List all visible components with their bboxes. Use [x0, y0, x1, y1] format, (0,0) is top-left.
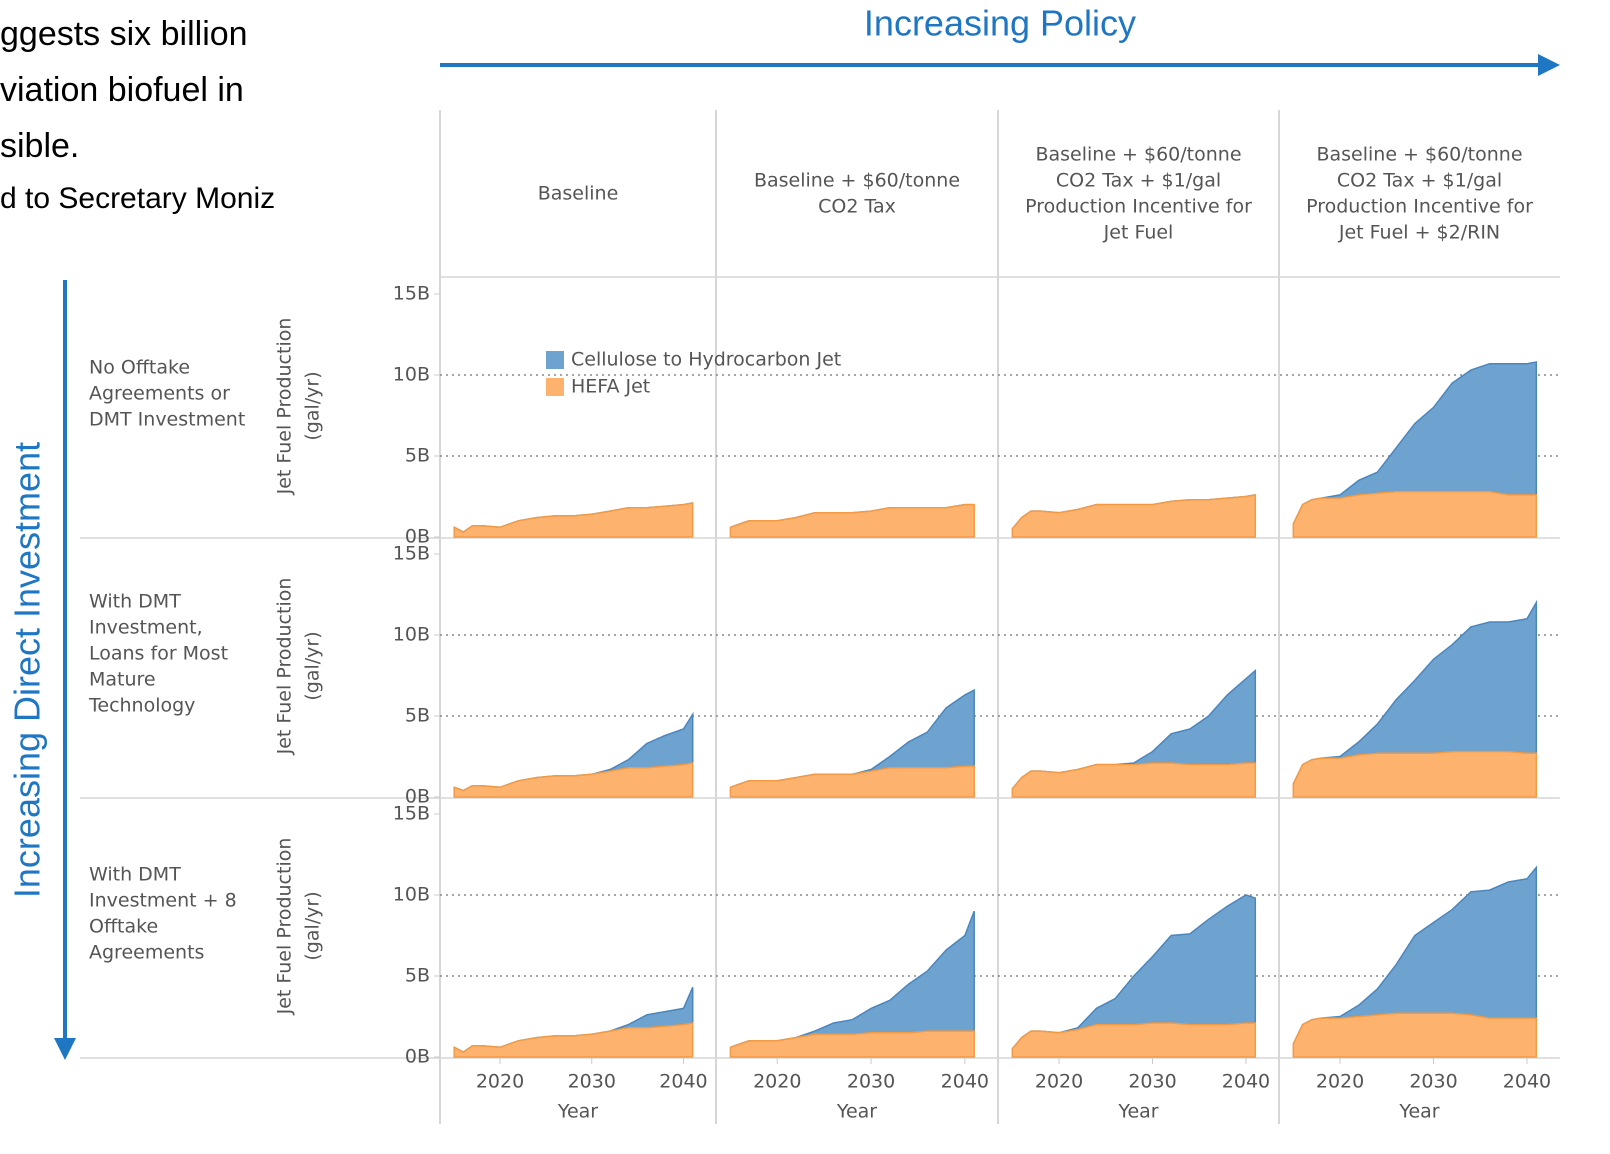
- policy-arrow-head: [1538, 54, 1560, 76]
- area-cellulose: [730, 910, 975, 1049]
- y-tick-label: 5B: [405, 705, 430, 727]
- row-header: DMT Investment: [89, 409, 245, 431]
- legend-label: Cellulose to Hydrocarbon Jet: [571, 349, 841, 371]
- column-header: Baseline: [538, 183, 619, 205]
- x-axis-label: Year: [836, 1101, 877, 1123]
- y-tick-label: 5B: [405, 445, 430, 467]
- x-tick-label: 2030: [1409, 1071, 1457, 1093]
- area-hefa: [1292, 1012, 1538, 1058]
- row-header: Technology: [88, 695, 195, 717]
- x-tick-label: 2020: [1316, 1071, 1364, 1093]
- column-header: Baseline + $60/tonne: [754, 170, 960, 192]
- intro-line: d to Secretary Moniz: [0, 182, 275, 215]
- row-header: Offtake: [89, 916, 158, 938]
- area-hefa: [1011, 762, 1257, 798]
- x-axis-label: Year: [1117, 1101, 1158, 1123]
- column-header: CO2 Tax + $1/gal: [1056, 170, 1221, 192]
- column-header: CO2 Tax + $1/gal: [1337, 170, 1502, 192]
- x-tick-label: 2030: [1128, 1071, 1176, 1093]
- area-hefa: [1292, 750, 1538, 798]
- x-tick-label: 2020: [753, 1071, 801, 1093]
- legend-swatch: [546, 378, 564, 396]
- y-tick-label: 15B: [393, 543, 430, 565]
- area-hefa: [729, 765, 975, 798]
- legend-swatch: [546, 351, 564, 369]
- column-header: Jet Fuel + $2/RIN: [1338, 222, 1500, 244]
- y-tick-label: 10B: [393, 884, 430, 906]
- y-axis-label: (gal/yr): [302, 371, 324, 440]
- y-axis-label: (gal/yr): [302, 891, 324, 960]
- x-tick-label: 2040: [941, 1071, 989, 1093]
- row-header: Loans for Most: [89, 643, 228, 665]
- x-tick-label: 2040: [659, 1071, 707, 1093]
- column-header: Production Incentive for: [1306, 196, 1533, 218]
- area-hefa: [453, 762, 694, 798]
- row-header: With DMT: [89, 864, 181, 886]
- column-header: Jet Fuel: [1103, 222, 1174, 244]
- legend-label: HEFA Jet: [571, 376, 650, 398]
- row-header: Mature: [89, 669, 156, 691]
- row-header: Agreements or: [89, 383, 230, 405]
- y-tick-label: 10B: [393, 364, 430, 386]
- x-tick-label: 2020: [476, 1071, 524, 1093]
- row-header: With DMT: [89, 591, 181, 613]
- investment-arrow-head: [54, 1038, 76, 1060]
- x-axis-label: Year: [1398, 1101, 1439, 1123]
- area-hefa: [1011, 494, 1257, 538]
- row-header: No Offtake: [89, 357, 190, 379]
- intro-line: ggests six billion: [0, 15, 248, 53]
- y-tick-label: 10B: [393, 624, 430, 646]
- y-tick-label: 0B: [405, 526, 430, 548]
- x-tick-label: 2030: [568, 1071, 616, 1093]
- row-header: Investment,: [89, 617, 203, 639]
- area-hefa: [1011, 1022, 1257, 1058]
- y-axis-label: Jet Fuel Production: [274, 578, 296, 756]
- column-header: Baseline + $60/tonne: [1035, 144, 1241, 166]
- x-axis-label: Year: [557, 1101, 598, 1123]
- column-header: CO2 Tax: [818, 196, 896, 218]
- area-hefa: [729, 1030, 975, 1058]
- row-header: Investment + 8: [89, 890, 237, 912]
- x-tick-label: 2040: [1503, 1071, 1551, 1093]
- y-axis-label: Jet Fuel Production: [274, 838, 296, 1016]
- y-tick-label: 15B: [393, 283, 430, 305]
- y-tick-label: 15B: [393, 803, 430, 825]
- y-tick-label: 0B: [405, 1046, 430, 1068]
- area-hefa: [453, 1022, 694, 1058]
- y-tick-label: 0B: [405, 786, 430, 808]
- intro-line: sible.: [0, 127, 79, 165]
- investment-label: Increasing Direct Investment: [7, 442, 48, 898]
- area-hefa: [729, 503, 975, 538]
- row-header: Agreements: [89, 942, 204, 964]
- area-hefa: [453, 502, 694, 538]
- x-tick-label: 2020: [1035, 1071, 1083, 1093]
- y-tick-label: 5B: [405, 965, 430, 987]
- y-axis-label: Jet Fuel Production: [274, 318, 296, 496]
- intro-line: viation biofuel in: [0, 71, 244, 109]
- x-tick-label: 2030: [847, 1071, 895, 1093]
- y-axis-label: (gal/yr): [302, 631, 324, 700]
- area-hefa: [1292, 490, 1538, 538]
- x-tick-label: 2040: [1222, 1071, 1270, 1093]
- column-header: Baseline + $60/tonne: [1316, 144, 1522, 166]
- policy-label: Increasing Policy: [864, 3, 1136, 44]
- column-header: Production Incentive for: [1025, 196, 1252, 218]
